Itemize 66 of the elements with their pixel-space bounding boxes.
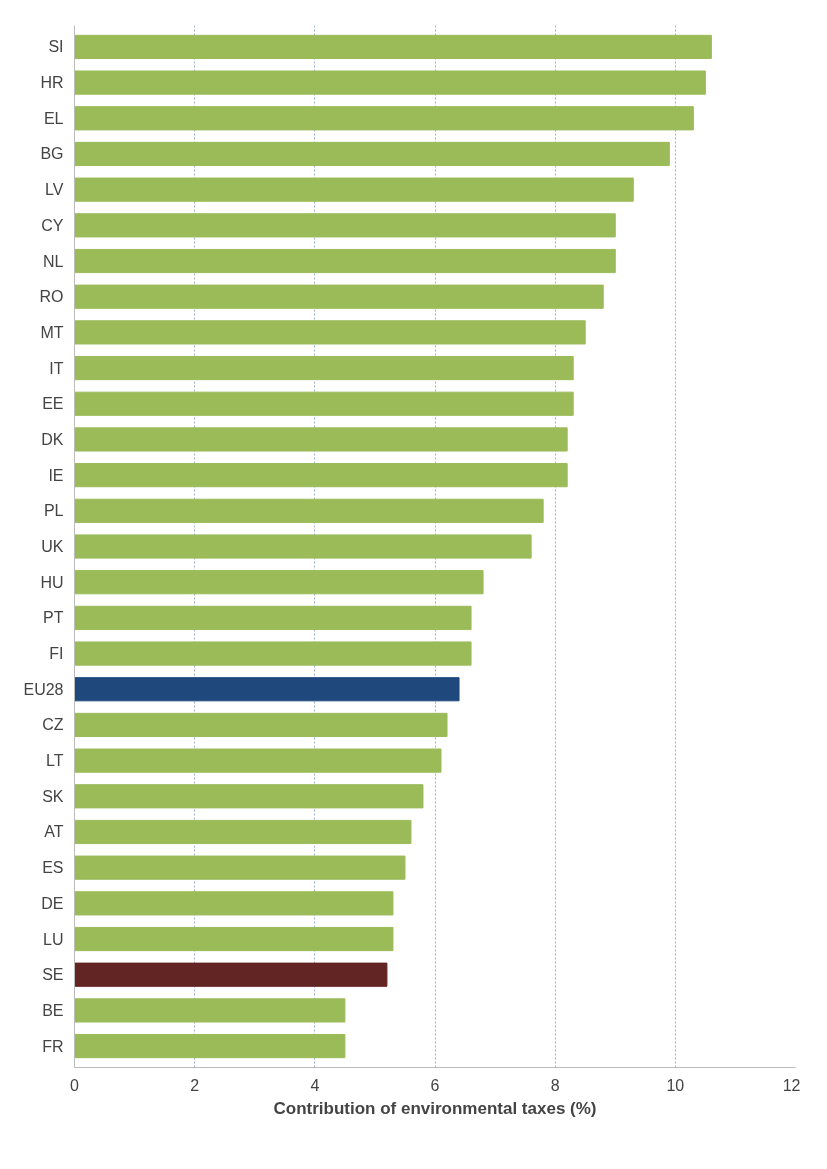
y-tick-label: SE: [42, 966, 64, 984]
y-tick-label: IE: [48, 466, 64, 484]
bar: [74, 463, 568, 488]
bar: [74, 284, 604, 309]
bar: [74, 712, 448, 738]
bar: [74, 320, 586, 345]
bar: [74, 177, 634, 202]
y-tick-label: LV: [45, 181, 64, 199]
y-tick-label: CY: [41, 216, 64, 234]
y-tick-label: SI: [48, 38, 64, 56]
x-axis-title: Contribution of environmental taxes (%): [273, 1098, 597, 1118]
bar: [74, 427, 568, 452]
y-tick-label: EL: [43, 109, 64, 127]
bar: [74, 391, 574, 416]
y-tick-label: CZ: [42, 716, 64, 734]
bar: [74, 34, 712, 60]
x-tick-label: 4: [310, 1076, 320, 1094]
y-tick-label: LT: [46, 752, 64, 770]
bar: [74, 141, 670, 167]
bar: [74, 70, 706, 95]
y-tick-label: EE: [42, 395, 64, 413]
x-tick-label: 8: [550, 1076, 560, 1094]
bar: [74, 855, 406, 880]
y-tick-label: LU: [43, 930, 64, 948]
bar: [74, 784, 424, 809]
bar: [74, 605, 472, 630]
bar: [74, 355, 574, 381]
x-tick-label: 10: [666, 1076, 685, 1094]
y-tick-label: PL: [43, 502, 64, 520]
bar: [74, 1033, 346, 1059]
x-tick-label: 12: [782, 1076, 801, 1094]
bar: [74, 498, 544, 523]
bar: [74, 641, 472, 666]
bar: [74, 106, 694, 131]
y-tick-label: BG: [40, 145, 64, 163]
bar: [74, 891, 394, 916]
y-tick-label: ES: [42, 859, 64, 877]
y-tick-label: UK: [41, 538, 64, 555]
bar: [74, 819, 412, 845]
y-tick-label: FI: [49, 645, 64, 663]
y-tick-label: EU28: [23, 680, 64, 698]
x-tick-label: 6: [430, 1076, 440, 1094]
y-tick-label: AT: [44, 823, 64, 841]
y-tick-label: HU: [40, 573, 64, 591]
y-tick-label: FR: [42, 1037, 64, 1055]
bar: [74, 570, 484, 595]
bar: [74, 248, 616, 274]
x-tick-label: 2: [190, 1076, 200, 1094]
bar: [74, 213, 616, 238]
y-tick-label: BE: [42, 1001, 64, 1019]
y-tick-label: DE: [41, 894, 64, 912]
y-tick-label: RO: [39, 288, 64, 306]
bar: [74, 962, 388, 987]
bar: [74, 677, 460, 702]
bar: [74, 998, 346, 1023]
bar: [74, 926, 394, 952]
x-tick-label: 0: [70, 1076, 80, 1094]
y-tick-label: DK: [41, 430, 64, 448]
y-tick-label: IT: [49, 359, 64, 377]
y-tick-label: PT: [43, 609, 64, 627]
y-tick-label: NL: [43, 252, 64, 270]
bar: [74, 534, 532, 559]
y-tick-label: MT: [40, 323, 64, 341]
y-tick-label: SK: [42, 787, 64, 805]
y-tick-label: HR: [40, 74, 64, 92]
bar: [74, 748, 442, 773]
